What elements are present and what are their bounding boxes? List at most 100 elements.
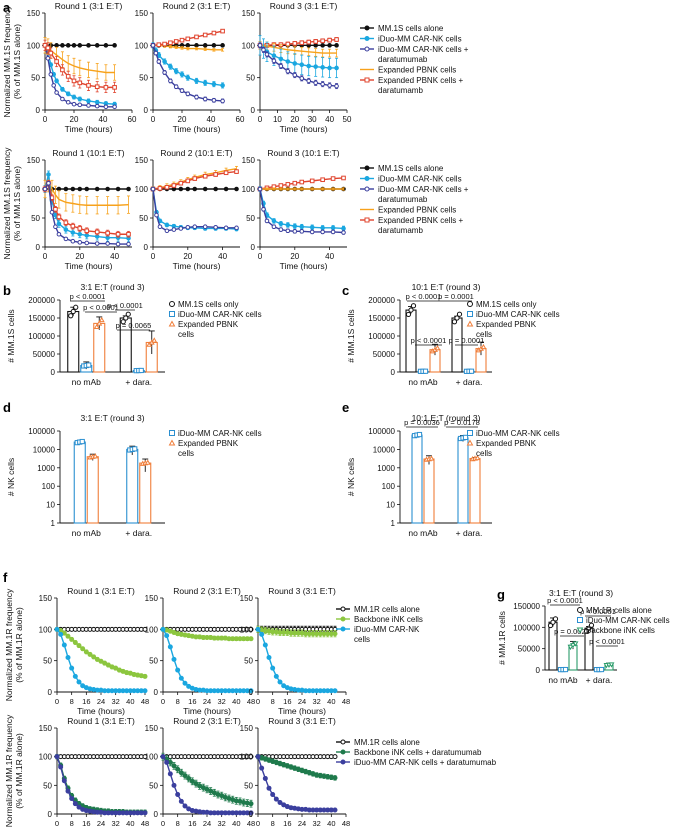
chart-d: 3:1 E:T (round 3) 1 10 100 1000 10000 100000 # … (6, 413, 262, 538)
series-line (162, 756, 252, 805)
bar-group-mm1r_alone (547, 616, 559, 671)
series-mm1r_alone (54, 754, 148, 760)
y-tick-label: 100000 (513, 623, 540, 632)
data-point (292, 41, 298, 46)
panel-label-b: b (3, 283, 11, 298)
legend-label: Expanded PBNK (476, 439, 537, 448)
y-tick-label: 100 (27, 41, 41, 50)
legend-label: MM.1S cells alone (378, 164, 444, 173)
data-point (72, 673, 78, 679)
x-tick-label: 40 (126, 697, 134, 706)
data-point (273, 796, 279, 802)
data-point (77, 43, 83, 48)
y-tick-label: 150 (39, 594, 53, 603)
data-point (248, 810, 254, 816)
panel-label-f: f (3, 570, 8, 585)
data-point (194, 94, 199, 100)
series-line (260, 38, 337, 47)
subplot-title: Round 2 (10:1 E:T) (160, 148, 232, 158)
y-tick-label: 10000 (373, 445, 396, 454)
data-point (264, 52, 270, 57)
y-axis-label: (% of MM.1S alone) (12, 166, 22, 241)
y-tick-label: 0 (154, 688, 159, 697)
data-point (299, 62, 305, 68)
data-point (171, 782, 177, 788)
y-axis-label: # NK cells (6, 458, 16, 496)
legend-label: cells (476, 449, 492, 458)
x-tick-label: 0 (161, 819, 165, 828)
series-iduo_dara2 (255, 754, 338, 813)
legend-label: MM.1S cells only (178, 300, 238, 309)
data-point (185, 36, 191, 42)
bar-group-mm1s_only (119, 311, 132, 373)
y-tick-label: 150000 (513, 602, 540, 611)
x-tick-label: 32 (217, 819, 225, 828)
data-point (94, 241, 100, 246)
x-tick-label: 0 (55, 697, 59, 706)
y-tick-label: 100 (145, 625, 159, 634)
legend-label: iDuo-MM CAR-NK cells + daratumumab (354, 758, 497, 767)
legend-marker (467, 311, 473, 317)
data-point (65, 655, 71, 661)
data-point (84, 240, 90, 246)
data-point (278, 56, 284, 62)
panel-label-a: a (3, 0, 11, 15)
data-point (173, 39, 179, 44)
y-tick-label: 50 (149, 781, 158, 790)
data-point (547, 622, 554, 629)
data-point (434, 344, 441, 351)
legend-label: cells (354, 635, 370, 644)
bar (411, 434, 423, 524)
series-iduo_dara (150, 42, 225, 104)
data-point (278, 183, 284, 188)
data-point (86, 362, 92, 368)
data-point (105, 186, 110, 192)
data-point (154, 212, 159, 218)
data-point (76, 679, 82, 685)
x-axis-label: Time (hours) (77, 706, 125, 716)
data-point (178, 770, 184, 776)
data-point (202, 224, 208, 229)
legend-marker (340, 626, 346, 632)
y-tick-label: 50000 (518, 645, 541, 654)
data-point (202, 80, 208, 86)
data-point (115, 186, 121, 192)
legend-label: iDuo-MM CAR-NK cells (476, 310, 560, 319)
data-point (327, 65, 332, 71)
y-tick-label: 10 (46, 501, 55, 510)
data-point (115, 241, 121, 247)
data-point (171, 656, 177, 662)
data-point (48, 72, 54, 77)
x-tick-label: 32 (111, 819, 119, 828)
data-point (261, 207, 266, 212)
data-point (259, 631, 265, 637)
x-tick-label: 20 (290, 252, 299, 261)
y-axis-label: # MM.1S cells (346, 309, 356, 362)
bar-group-mm1s_only (67, 304, 80, 373)
subplot-title: Round 3 (10:1 E:T) (267, 148, 339, 158)
bar (423, 458, 435, 524)
data-point (168, 78, 173, 84)
y-axis-label: (% of MM.1R alone) (14, 607, 24, 683)
series-line (257, 628, 335, 692)
bar-group-iduo_short (557, 666, 569, 673)
data-point (164, 184, 170, 190)
x-tick-label: 48 (247, 697, 255, 706)
bar-group-backbone (603, 662, 615, 671)
data-point (80, 646, 86, 652)
data-point (45, 45, 51, 51)
data-point (248, 801, 254, 807)
x-tick-label: 0 (151, 252, 156, 261)
data-point (167, 771, 173, 777)
data-point (77, 186, 83, 192)
data-point (142, 688, 148, 694)
y-tick-label: 50 (244, 657, 253, 666)
data-point (192, 224, 198, 229)
legend-label: iDuo-MM CAR-NK (354, 625, 420, 634)
data-point (306, 63, 312, 69)
